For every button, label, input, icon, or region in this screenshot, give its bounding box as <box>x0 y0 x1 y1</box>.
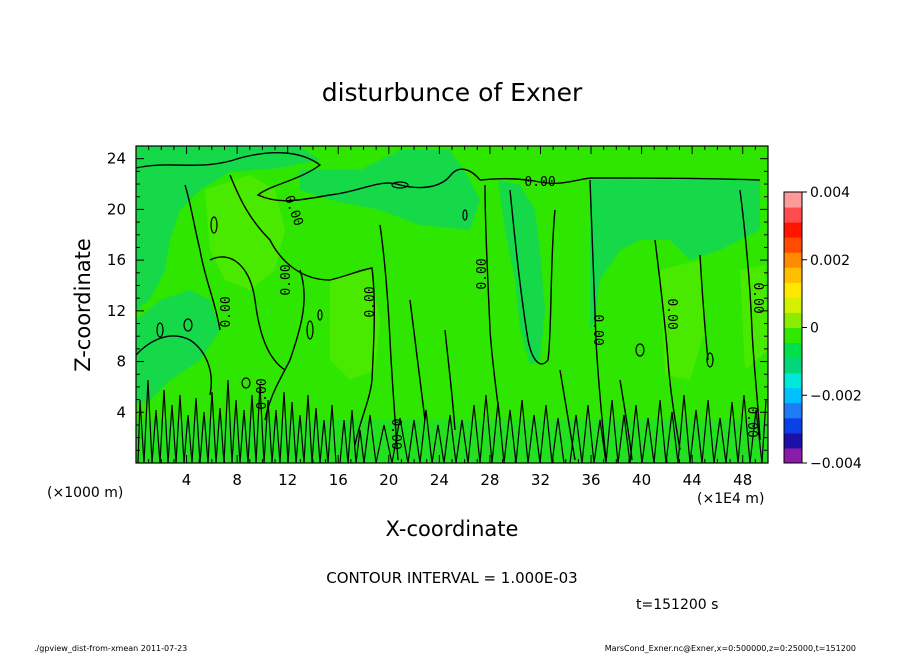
colorbar-tick-label: 0.004 <box>810 185 850 201</box>
y-tick-label: 12 <box>107 302 126 320</box>
colorbar-segment <box>784 222 802 238</box>
footer-right: MarsCond_Exner.nc@Exner,x=0:500000,z=0:2… <box>605 644 856 653</box>
colorbar-segment <box>784 237 802 253</box>
colorbar <box>783 191 803 464</box>
colorbar-ticks: 0.004 0.002 0 −0.002 −0.004 <box>802 185 862 472</box>
x-tick-label: 20 <box>379 471 398 489</box>
contour-label: 0.00 <box>744 406 759 437</box>
y-axis-title: Z-coordinate <box>71 238 95 372</box>
contour-label: 0.00 <box>255 378 270 409</box>
x-tick-label: 4 <box>182 471 192 489</box>
time-label: t=151200 s <box>636 597 718 613</box>
colorbar-segment <box>784 357 802 374</box>
x-axis-title: X-coordinate <box>386 517 519 541</box>
contour-interval-text: CONTOUR INTERVAL = 1.000E-03 <box>326 569 577 587</box>
x-tick-label: 40 <box>632 471 651 489</box>
x-tick-label: 16 <box>329 471 348 489</box>
colorbar-segment <box>784 447 802 464</box>
contour-label: 0.00 <box>590 314 605 345</box>
y-tick-label: 20 <box>107 200 126 218</box>
x-tick-label: 12 <box>278 471 297 489</box>
y-axis: 4 8 12 16 20 24 <box>107 150 768 451</box>
contour-label: 0.00 <box>279 264 294 295</box>
colorbar-tick-label: 0.002 <box>810 253 850 269</box>
x-axis: 4 8 12 16 20 24 28 32 36 40 44 48 <box>148 146 756 489</box>
contour-label: 0.00 <box>388 418 403 449</box>
colorbar-segment <box>784 252 802 268</box>
colorbar-tick-label: −0.002 <box>810 388 862 404</box>
contour-label: 0.00 <box>750 282 765 313</box>
footer-left: ./gpview_dist-from-xmean 2011-07-23 <box>34 644 187 653</box>
contour-labels: 0.00 0.00 0.00 0.00 0.00 0.00 0.00 0.00 … <box>219 175 765 450</box>
x-tick-label: 32 <box>531 471 550 489</box>
x-tick-label: 24 <box>430 471 449 489</box>
x-tick-label: 48 <box>733 471 752 489</box>
colorbar-segment <box>784 432 802 449</box>
positive-regions <box>205 175 768 380</box>
y-tick-label: 16 <box>107 251 126 269</box>
colorbar-segment <box>784 192 802 208</box>
x-tick-label: 44 <box>683 471 702 489</box>
contour-label: 0.00 <box>219 296 234 327</box>
colorbar-segment <box>784 327 802 344</box>
x-unit-label: (×1000 m) <box>47 485 123 501</box>
colorbar-tick-label: −0.004 <box>810 456 862 472</box>
colorbar-segment <box>784 372 802 389</box>
x-tick-label: 36 <box>581 471 600 489</box>
contour-blobs <box>156 181 714 389</box>
y-tick-label: 24 <box>107 150 126 168</box>
colorbar-segment <box>784 417 802 434</box>
contour-lines-dense <box>137 379 767 464</box>
colorbar-segment <box>784 402 802 419</box>
y-tick-label: 4 <box>116 403 126 421</box>
contour-label: 0.00 <box>664 298 679 329</box>
y-tick-label: 8 <box>116 353 126 371</box>
colorbar-tick-label: 0 <box>810 321 819 337</box>
colorbar-segment <box>784 282 802 298</box>
colorbar-segment <box>784 342 802 359</box>
contour-label: 0.00 <box>475 258 490 289</box>
colorbar-segment <box>784 387 802 404</box>
colorbar-segment <box>784 312 802 328</box>
colorbar-segment <box>784 207 802 223</box>
x-tick-label: 8 <box>232 471 242 489</box>
contour-lines <box>135 151 761 461</box>
x-unit-label-right: (×1E4 m) <box>697 491 764 507</box>
x-tick-label: 28 <box>480 471 499 489</box>
plot-area: 0.00 0.00 0.00 0.00 0.00 0.00 0.00 0.00 … <box>135 145 769 464</box>
contour-label: 0.00 <box>524 175 555 190</box>
colorbar-segment <box>784 267 802 283</box>
colorbar-segment <box>784 297 802 313</box>
chart-title: disturbunce of Exner <box>322 78 583 107</box>
contour-label: 0.00 <box>363 286 378 317</box>
